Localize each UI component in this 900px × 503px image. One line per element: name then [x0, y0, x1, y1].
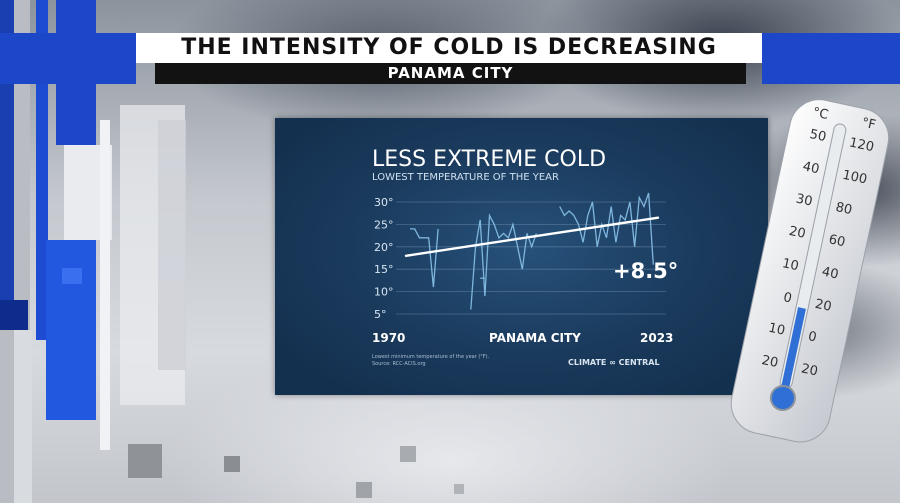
fahrenheit-tick: 40: [820, 265, 839, 283]
y-tick-label: 25°: [374, 218, 394, 231]
series-line: [470, 213, 537, 310]
chart-title: LESS EXTREME COLD: [372, 147, 606, 172]
celsius-tick: 20: [788, 224, 807, 242]
celsius-tick: 0: [782, 290, 793, 306]
decor-stripe: [36, 0, 48, 340]
x-end-label: 2023: [640, 331, 673, 345]
celsius-tick: 40: [801, 159, 820, 177]
celsius-tick: 20: [760, 353, 779, 371]
decor-square: [356, 482, 372, 498]
change-label: +8.5°: [613, 259, 678, 283]
decor-square: [224, 456, 240, 472]
data-series: [410, 192, 654, 310]
y-tick-label: 30°: [374, 196, 394, 209]
fahrenheit-tick: 60: [827, 232, 846, 250]
thermometer-mercury: [779, 307, 806, 397]
x-start-label: 1970: [372, 331, 405, 345]
fahrenheit-label: °F: [860, 116, 877, 134]
footnote-line-1: Lowest minimum temperature of the year (…: [372, 354, 490, 360]
fahrenheit-scale: 120 100 80 60 40 20 0 20: [800, 135, 875, 379]
series-line: [410, 228, 439, 288]
decor-stripe: [62, 268, 82, 284]
celsius-tick: 10: [781, 256, 800, 274]
trend-line: [404, 216, 660, 257]
fahrenheit-tick: 20: [814, 297, 833, 315]
decor-stripe: [100, 120, 110, 450]
decor-stripe: [46, 240, 96, 420]
title-right-band: [762, 33, 900, 84]
celsius-tick: 50: [808, 127, 827, 145]
chart-panel: LESS EXTREME COLD LOWEST TEMPERATURE OF …: [275, 118, 768, 395]
chart-subtitle: LOWEST TEMPERATURE OF THE YEAR: [372, 172, 559, 183]
thermometer-bulb: [769, 384, 796, 411]
fahrenheit-tick: 80: [834, 200, 853, 218]
y-tick-label: 20°: [374, 241, 394, 254]
celsius-scale: 50 40 30 20 10 0 10 20: [760, 127, 827, 371]
decor-stripe: [158, 120, 186, 370]
y-axis: 30° 25° 20° 15° 10° 5°: [374, 196, 394, 321]
fahrenheit-tick: 120: [848, 135, 875, 155]
location-bar: PANAMA CITY: [155, 63, 746, 84]
decor-stripe: [0, 300, 28, 330]
headline-text: THE INTENSITY OF COLD IS DECREASING: [181, 35, 717, 60]
decor-square: [454, 484, 464, 494]
headline-bar: THE INTENSITY OF COLD IS DECREASING: [136, 33, 762, 63]
decor-square: [400, 446, 416, 462]
decor-square: [128, 444, 162, 478]
celsius-tick: 30: [794, 192, 813, 210]
fahrenheit-tick: 100: [841, 168, 868, 188]
location-text: PANAMA CITY: [387, 64, 514, 82]
footnote-line-2: Source: RCC-ACIS.org: [372, 361, 426, 367]
brand-logo: CLIMATE ∞ CENTRAL: [568, 358, 660, 367]
y-tick-label: 10°: [374, 286, 394, 299]
y-tick-label: 15°: [374, 263, 394, 276]
series-line: [559, 192, 654, 265]
fahrenheit-tick: 0: [807, 329, 818, 345]
fahrenheit-tick: 20: [800, 361, 819, 379]
y-tick-label: 5°: [374, 308, 387, 321]
line-chart: LESS EXTREME COLD LOWEST TEMPERATURE OF …: [372, 147, 678, 367]
decor-stripe: [14, 330, 32, 503]
title-left-band: [0, 33, 136, 84]
center-label: PANAMA CITY: [489, 331, 581, 345]
celsius-tick: 10: [767, 321, 786, 339]
celsius-label: °C: [811, 105, 829, 123]
